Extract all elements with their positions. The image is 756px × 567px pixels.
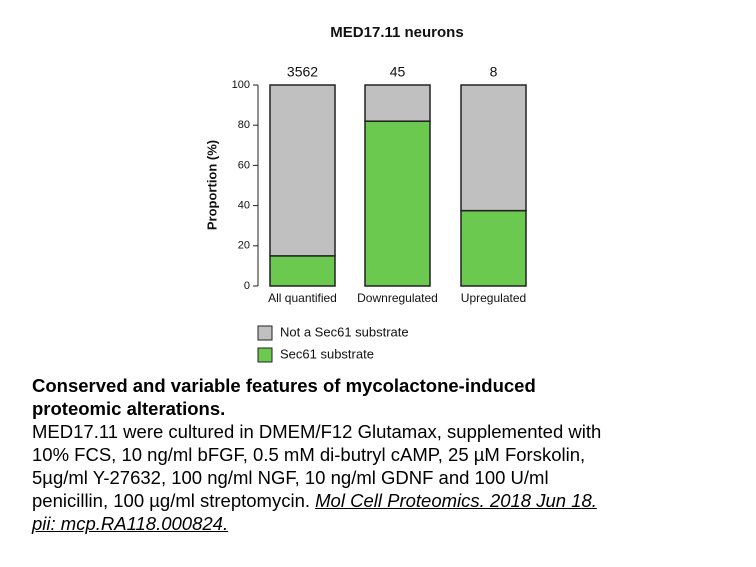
y-tick-label: 60: [238, 159, 250, 171]
caption-line: 5µg/ml Y-27632, 100 ng/ml NGF, 10 ng/ml …: [32, 466, 601, 489]
count-label: 3562: [287, 64, 318, 80]
legend-label: Not a Sec61 substrate: [280, 324, 409, 339]
x-tick-label: Downregulated: [357, 291, 438, 305]
y-tick-label: 40: [238, 200, 250, 212]
legend-swatch: [257, 347, 273, 363]
x-tick-label: Upregulated: [461, 291, 526, 305]
caption-title-line: proteomic alterations.: [32, 398, 226, 419]
y-tick-label: 0: [244, 280, 250, 292]
y-tick-label: 80: [238, 119, 250, 131]
caption-text: MED17.11 were cultured in DMEM/F12 Gluta…: [32, 421, 602, 442]
caption-line: pii: mcp.RA118.000824.: [32, 512, 601, 535]
caption-text: 10% FCS, 10 ng/ml bFGF, 0.5 mM di-butryl…: [32, 444, 586, 465]
chart: MED17.11 neurons Proportion (%) 0 20 40 60 8…: [204, 24, 527, 363]
legend-label: Sec61 substrate: [280, 346, 374, 361]
caption-title: Conserved and variable features of mycol…: [32, 374, 536, 420]
citation-link[interactable]: Mol Cell Proteomics. 2018 Jun 18.: [315, 490, 597, 511]
caption-text: 5µg/ml Y-27632, 100 ng/ml NGF, 10 ng/ml …: [32, 467, 549, 488]
citation-link[interactable]: pii: mcp.RA118.000824.: [32, 513, 229, 534]
bar-segment: [460, 84, 527, 212]
caption-body: MED17.11 were cultured in DMEM/F12 Gluta…: [32, 420, 601, 535]
bar-segment: [364, 120, 431, 287]
count-label: 8: [490, 64, 498, 80]
y-tick-label: 20: [238, 240, 250, 252]
bar-segment: [269, 255, 336, 287]
caption-line: MED17.11 were cultured in DMEM/F12 Gluta…: [32, 420, 601, 443]
y-tick-label: 100: [232, 79, 250, 91]
caption-title-line: Conserved and variable features of mycol…: [32, 375, 536, 396]
bar-segment: [364, 84, 431, 122]
count-label: 45: [390, 64, 406, 80]
x-tick-label: All quantified: [268, 291, 337, 305]
chart-title: MED17.11 neurons: [330, 24, 463, 41]
bar-segment: [460, 209, 527, 287]
caption-text: penicillin, 100 µg/ml streptomycin.: [32, 490, 310, 511]
legend-swatch: [257, 325, 273, 341]
caption-line: penicillin, 100 µg/ml streptomycin. Mol …: [32, 489, 601, 512]
caption-line: 10% FCS, 10 ng/ml bFGF, 0.5 mM di-butryl…: [32, 443, 601, 466]
y-axis-label: Proportion (%): [204, 140, 219, 230]
bar-segment: [269, 84, 336, 257]
